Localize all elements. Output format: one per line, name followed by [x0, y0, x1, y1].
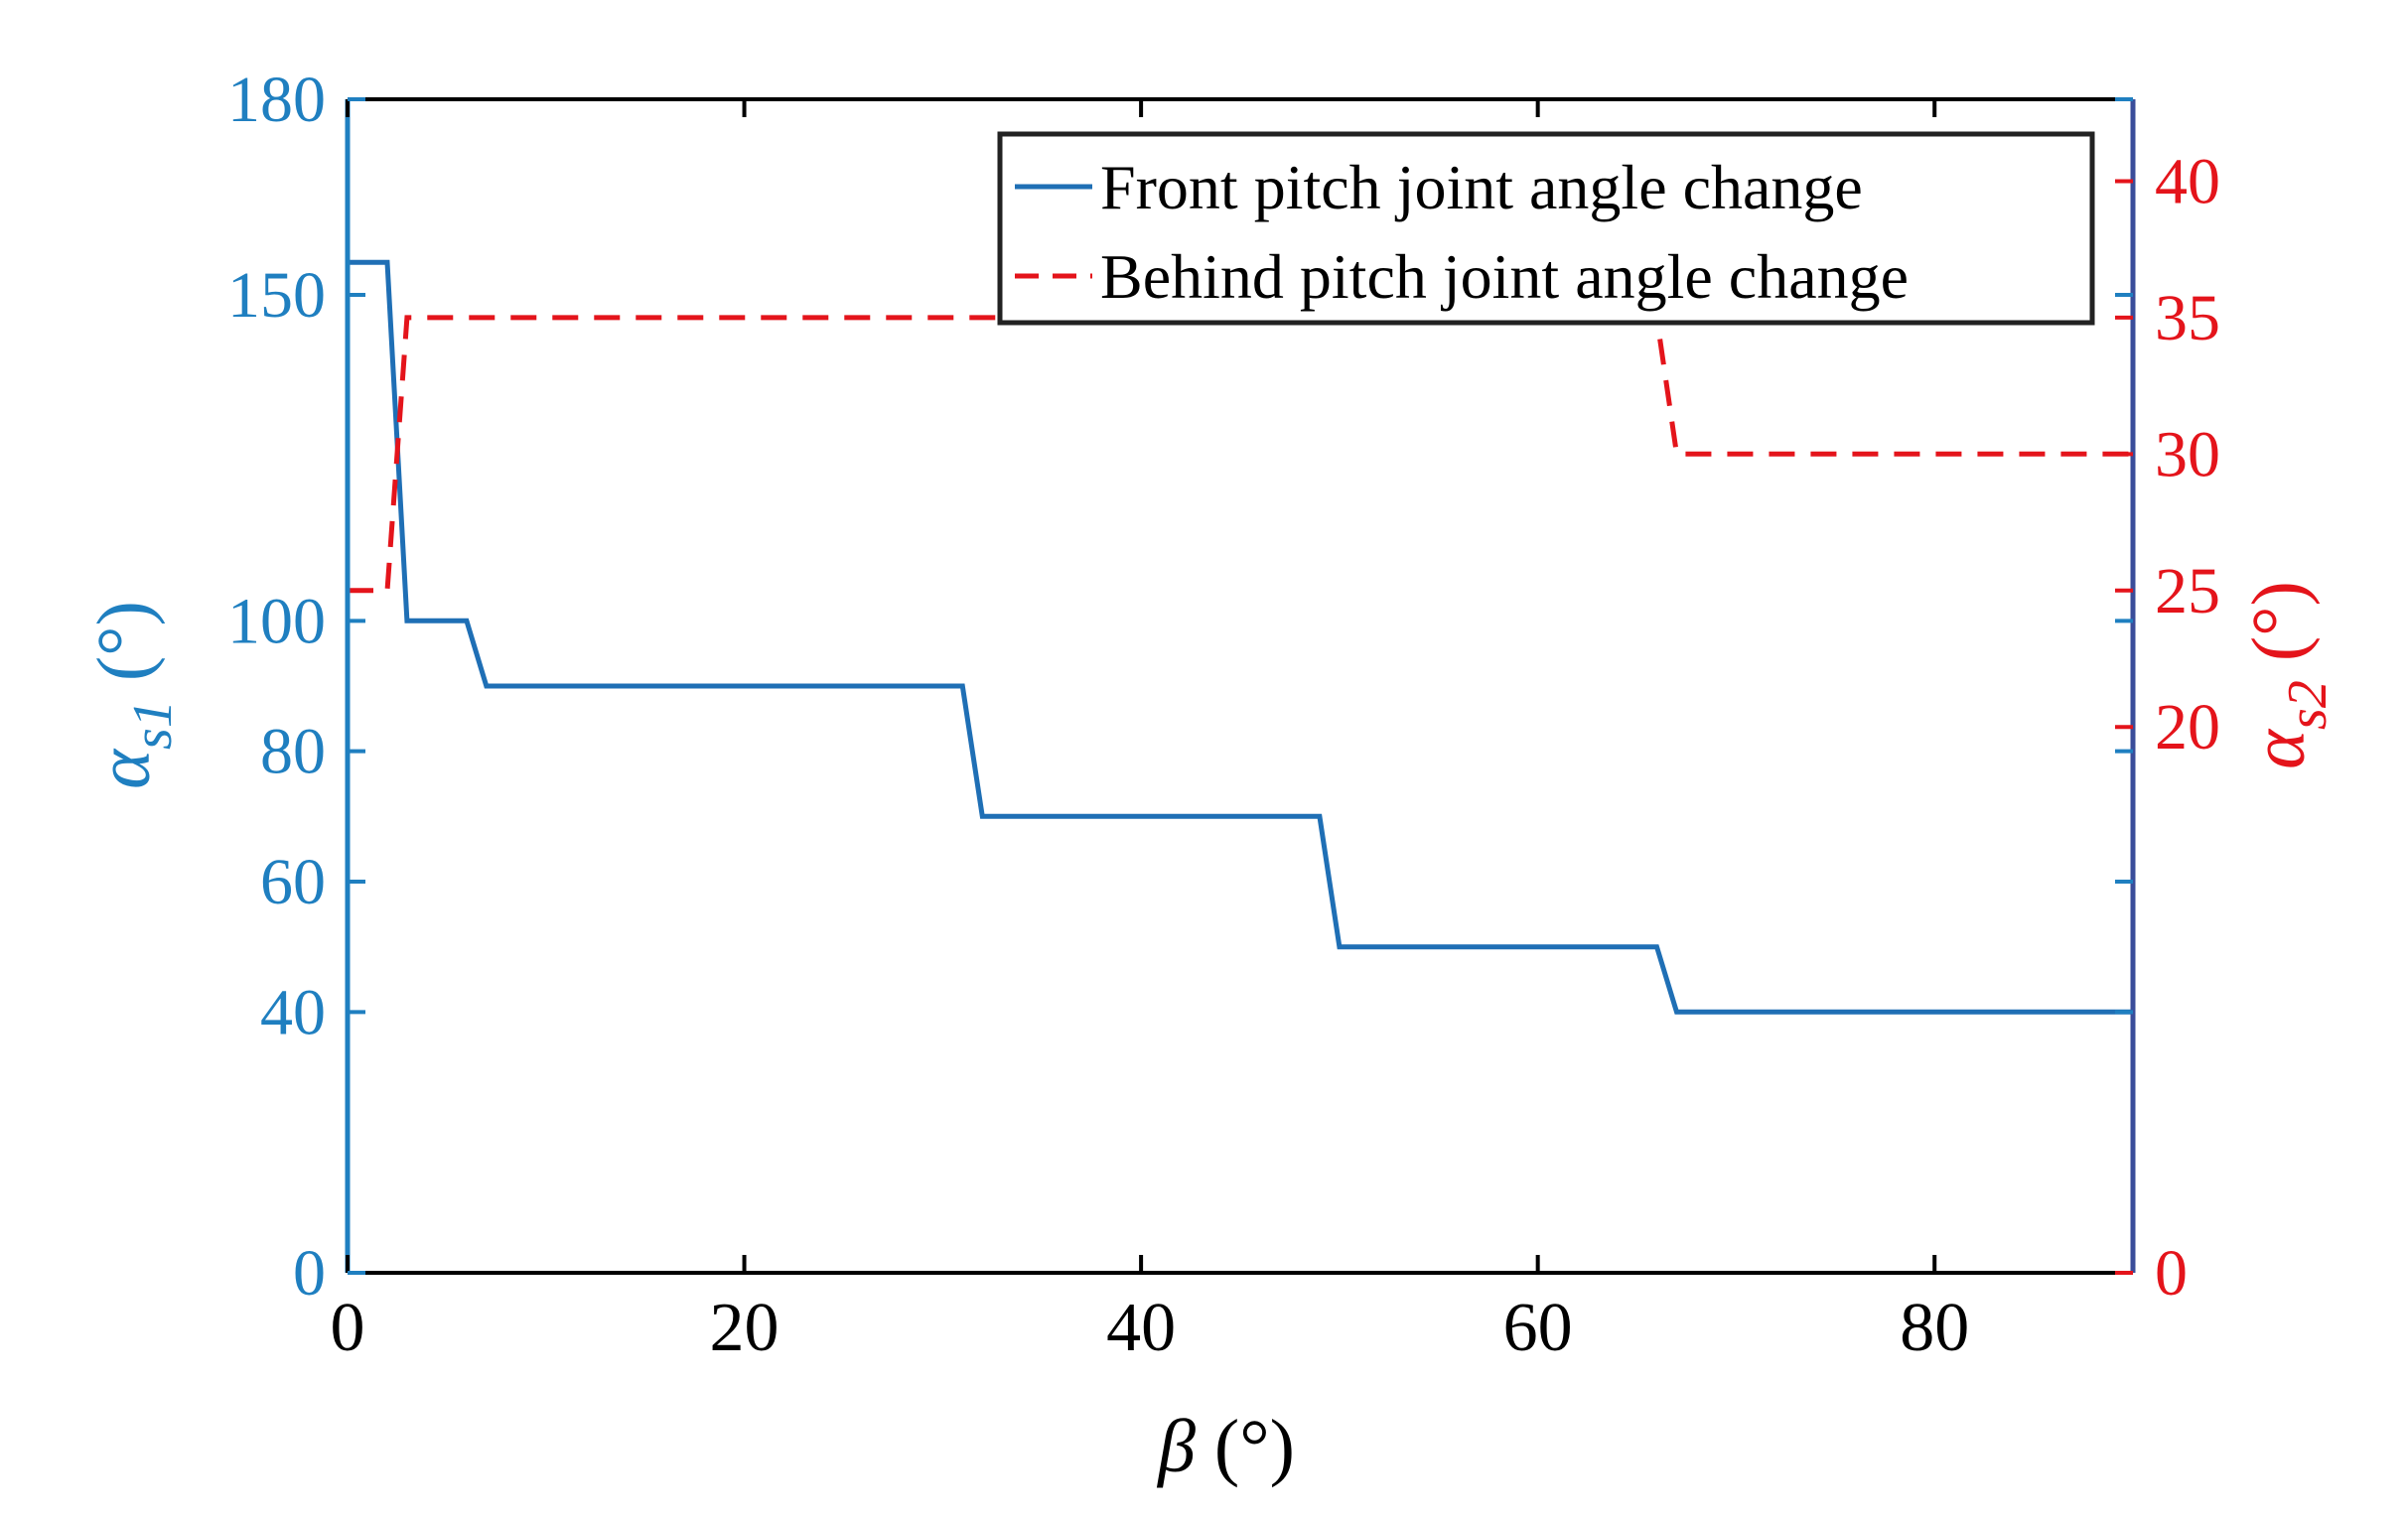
- series-line-front: [348, 259, 2133, 1015]
- left-y-tick-label-0: 0: [293, 1237, 326, 1310]
- left-y-tick-label-80: 80: [260, 716, 326, 788]
- right-y-tick-label-30: 30: [2155, 418, 2220, 490]
- x-tick-label-20: 20: [710, 1290, 779, 1366]
- left-y-tick-label-40: 40: [260, 976, 326, 1048]
- x-axis-title: β (°): [1156, 1405, 1295, 1488]
- left-y-tick-label-180: 180: [227, 64, 326, 136]
- left-y-axis-title: αs1 (°): [82, 601, 184, 789]
- left-y-axis-symbol: α: [82, 748, 166, 789]
- legend-label-behind: Behind pitch joint angle change: [1100, 241, 1909, 312]
- left-y-tick-label-150: 150: [227, 259, 326, 332]
- legend-label-front: Front pitch joint angle change: [1100, 152, 1863, 222]
- x-tick-label-80: 80: [1900, 1290, 1969, 1366]
- right-y-axis-title: αs2 (°): [2237, 581, 2338, 769]
- right-y-tick-label-25: 25: [2155, 555, 2220, 627]
- x-tick-label-60: 60: [1503, 1290, 1573, 1366]
- right-y-tick-label-35: 35: [2155, 282, 2220, 354]
- left-y-tick-label-100: 100: [227, 585, 326, 657]
- series-layer: [348, 259, 2133, 1015]
- right-y-tick-label-20: 20: [2155, 691, 2220, 763]
- x-tick-label-40: 40: [1106, 1290, 1176, 1366]
- right-y-tick-label-0: 0: [2155, 1237, 2188, 1310]
- right-y-axis-symbol: α: [2237, 728, 2321, 769]
- legend-box: [997, 131, 2095, 326]
- x-tick-label-0: 0: [331, 1290, 365, 1366]
- x-axis-unit: (°): [1214, 1405, 1295, 1488]
- right-y-tick-label-40: 40: [2155, 145, 2220, 217]
- ticks-layer: 0 20 40 60 80 0 40 60 80 100 150 180 0 20 25 30 35 40: [227, 64, 2220, 1366]
- series-line-behind: [348, 315, 2133, 594]
- right-y-axis-unit: (°): [2237, 581, 2321, 661]
- left-y-axis-unit: (°): [82, 601, 166, 681]
- x-axis-symbol: β: [1156, 1405, 1196, 1488]
- right-y-axis-subscript: s2: [2277, 680, 2338, 730]
- left-y-axis-subscript: s1: [122, 700, 184, 750]
- left-y-tick-label-60: 60: [260, 846, 326, 918]
- legend: Front pitch joint angle change Behind pi…: [997, 131, 2095, 326]
